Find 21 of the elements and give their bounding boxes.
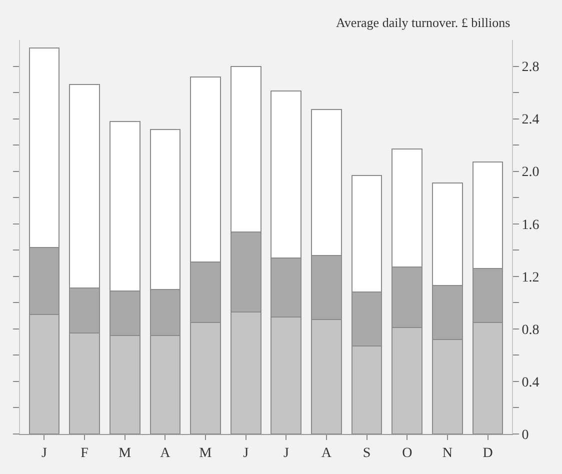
y-tick-label: 1.2 (522, 270, 540, 286)
x-tick-label: O (402, 446, 412, 461)
x-tick-label: J (283, 446, 290, 461)
y-tick-label: 2.0 (522, 165, 540, 180)
x-tick-label: D (482, 446, 493, 461)
y-tick-label: 2.8 (522, 60, 540, 76)
x-tick-label: F (80, 446, 89, 461)
y-tick-label: 0.8 (522, 322, 540, 338)
x-tick-label: A (321, 446, 332, 461)
x-tick-label: S (362, 446, 371, 461)
x-tick-label: M (199, 446, 212, 461)
y-tick-label: 0.4 (522, 375, 540, 390)
x-tick-label: J (243, 446, 250, 461)
x-tick-label: J (41, 446, 48, 461)
y-tick-label: 1.6 (522, 218, 540, 233)
y-tick-label: 2.4 (522, 112, 540, 128)
y-tick-label: 0 (522, 428, 529, 443)
x-tick-label: N (442, 446, 453, 461)
x-tick-label: A (160, 446, 172, 461)
y-axis-title: Average daily turnover. £ billions (336, 15, 510, 30)
x-tick-label: M (118, 446, 132, 461)
